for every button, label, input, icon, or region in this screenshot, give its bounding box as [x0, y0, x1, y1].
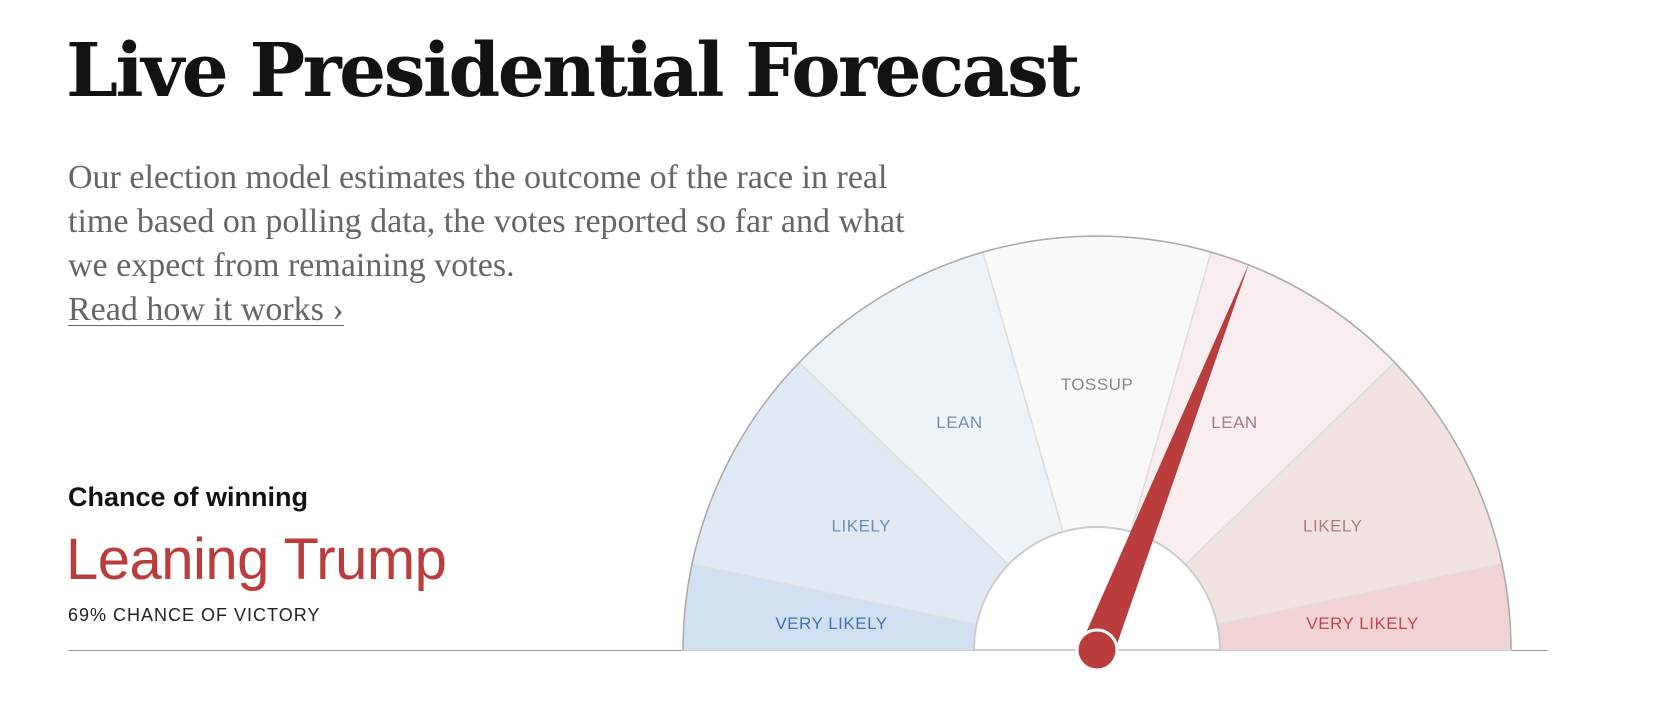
gauge-hub [972, 526, 1222, 651]
gauge-label: LEAN [1211, 413, 1257, 432]
gauge-label: LIKELY [1303, 517, 1362, 536]
description: Our election model estimates the outcome… [68, 156, 928, 332]
victory-chance: 69% CHANCE OF VICTORY [68, 605, 321, 625]
description-text: Our election model estimates the outcome… [68, 159, 905, 284]
gauge-label: VERY LIKELY [775, 614, 887, 633]
gauge-label: LEAN [936, 413, 982, 432]
chance-heading: Chance of winning [68, 482, 308, 512]
forecast-status: Leaning Trump [66, 527, 447, 592]
gauge-outer-arc [682, 235, 1512, 651]
read-how-it-works-link[interactable]: Read how it works › [68, 291, 344, 328]
gauge-label: VERY LIKELY [1306, 614, 1418, 633]
needle-pivot [1075, 628, 1119, 672]
gauge-label: TOSSUP [1061, 375, 1134, 394]
page-title: Live Presidential Forecast [66, 28, 1080, 114]
gauge-label: LIKELY [832, 517, 891, 536]
gauge-needle [1081, 262, 1250, 657]
